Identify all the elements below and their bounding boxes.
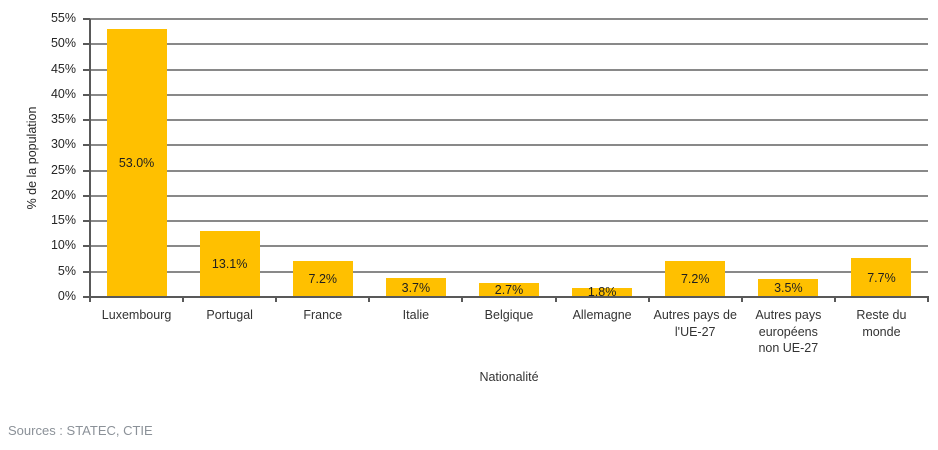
y-axis-tick (83, 93, 90, 96)
bar-value-label: 3.5% (774, 281, 803, 296)
y-axis-tick-label: 45% (50, 61, 76, 76)
bar-value-label: 7.2% (680, 271, 710, 286)
gridline (90, 43, 928, 46)
y-axis-tick (83, 68, 90, 71)
y-axis-tick-label: 35% (50, 112, 76, 127)
bar-luxembourg (106, 29, 167, 297)
gridline (90, 169, 928, 172)
category-label: Reste du monde (856, 308, 907, 339)
category-label: Autres pays européens non UE-27 (755, 308, 822, 355)
x-axis-tick (927, 297, 929, 302)
gridline (90, 220, 928, 223)
gridline (90, 68, 928, 71)
y-axis-tick (83, 43, 90, 46)
y-axis-tick-label: 25% (50, 162, 76, 177)
category-label: Allemagne (572, 308, 632, 322)
y-axis-tick (83, 18, 90, 20)
bar-value-label: 13.1% (211, 256, 248, 271)
bar-value-label: 7.2% (308, 271, 338, 286)
x-axis-tick (554, 297, 557, 302)
category-label: France (303, 308, 343, 322)
x-axis-title: Nationalité (479, 370, 539, 384)
x-axis-tick (275, 297, 278, 302)
bar-france (292, 260, 353, 297)
bar-autres-pays (758, 279, 819, 297)
y-axis-line (89, 19, 91, 297)
y-axis-tick-label: 30% (50, 137, 76, 152)
y-axis-tick (83, 296, 90, 298)
y-axis-tick-label: 20% (50, 187, 76, 202)
category-label: Luxembourg (101, 308, 172, 322)
y-axis-tick (83, 119, 90, 122)
bar-value-label: 2.7% (494, 283, 524, 298)
bar-reste-du (851, 258, 912, 297)
gridline (90, 18, 928, 20)
x-axis-tick (740, 297, 743, 302)
bar-belgique (479, 283, 539, 297)
y-axis-tick (83, 194, 90, 197)
gridline (90, 194, 928, 197)
bar-value-label: 7.7% (867, 270, 896, 285)
y-axis-tick-label: 15% (50, 213, 76, 228)
x-axis-tick (461, 297, 464, 302)
gridline (90, 270, 928, 273)
category-label: Italie (402, 308, 430, 322)
category-label: Portugal (206, 308, 253, 322)
x-axis-line (89, 296, 929, 298)
gridline (90, 245, 928, 248)
x-axis-tick (89, 297, 91, 302)
y-axis-tick-label: 0% (57, 289, 76, 303)
y-axis-tick (83, 220, 90, 223)
bar-value-label: 1.8% (587, 285, 617, 300)
bar-value-label: 3.7% (401, 280, 431, 295)
x-axis-tick (833, 297, 836, 302)
bar-autres-pays-de (665, 260, 726, 297)
y-axis-tick (83, 270, 90, 273)
y-axis-tick-label: 50% (50, 36, 76, 51)
gridline (90, 119, 928, 122)
x-axis-tick (368, 297, 371, 302)
gridline (90, 144, 928, 147)
source-note: Sources : STATEC, CTIE (8, 423, 153, 438)
x-axis-tick (182, 297, 185, 302)
y-axis-tick-label: 5% (57, 263, 76, 278)
bar-italie (385, 278, 446, 297)
bar-allemagne (572, 287, 633, 297)
y-axis-tick-label: 55% (50, 11, 76, 25)
y-axis-tick (83, 169, 90, 172)
y-axis-tick-label: 40% (50, 86, 76, 101)
bar-value-label: 53.0% (118, 156, 155, 171)
y-axis-tick (83, 245, 90, 248)
category-label: Autres pays de l'UE-27 (653, 308, 737, 339)
category-label: Belgique (484, 308, 534, 322)
y-axis-tick (83, 144, 90, 147)
bar-portugal (199, 230, 260, 297)
y-axis-tick-label: 10% (50, 238, 76, 253)
x-axis-tick (647, 297, 650, 302)
gridline (90, 93, 928, 96)
